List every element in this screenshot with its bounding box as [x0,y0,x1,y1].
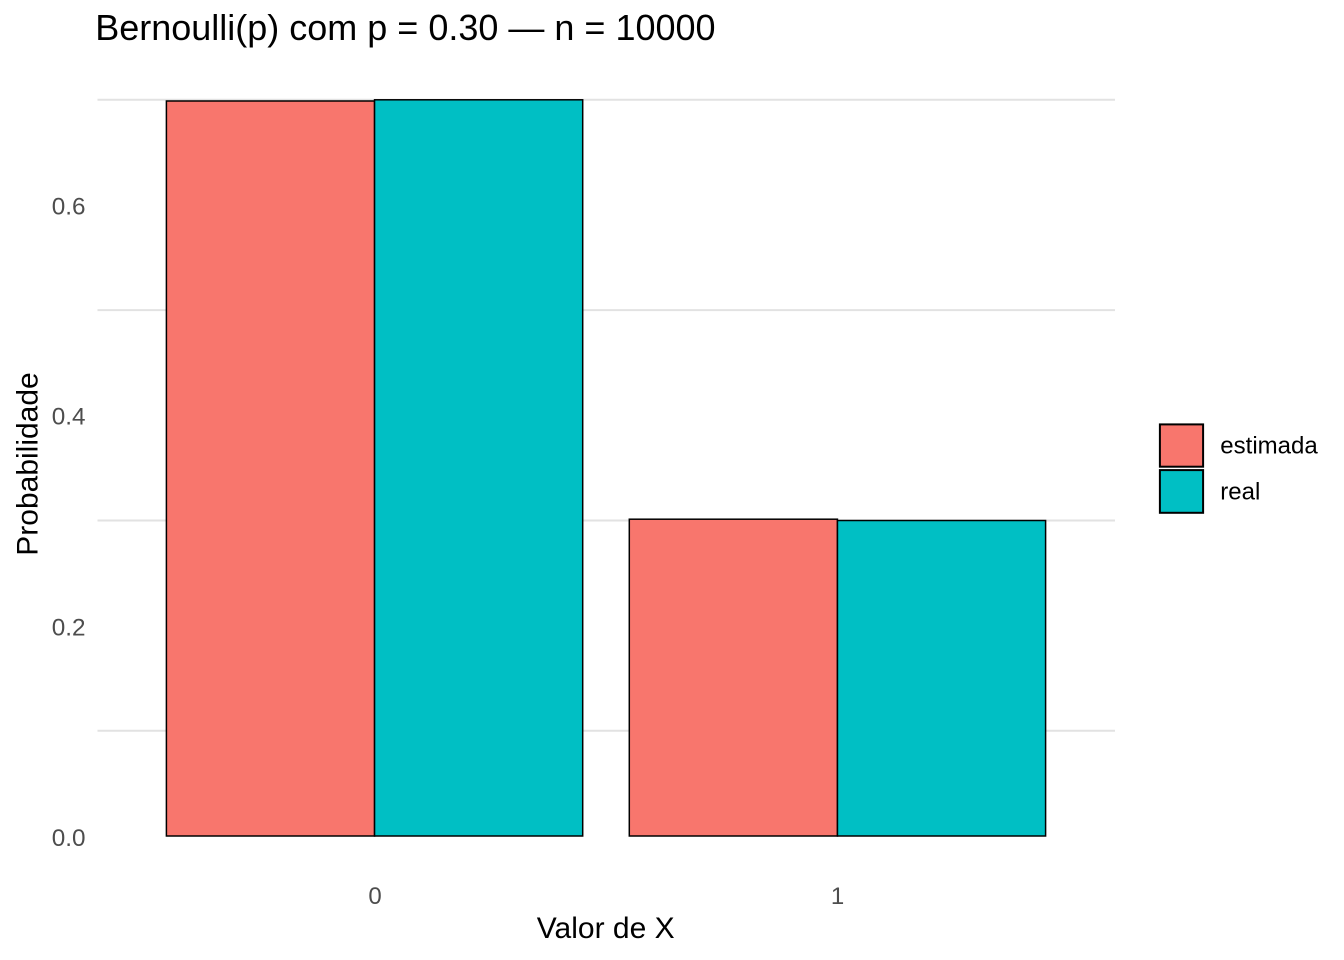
svg-text:0.2: 0.2 [52,614,86,641]
svg-text:estimada: estimada [1220,433,1318,460]
svg-text:Probabilidade: Probabilidade [12,372,45,555]
svg-text:Bernoulli(p) com p = 0.30 — n: Bernoulli(p) com p = 0.30 — n = 10000 [95,7,715,48]
svg-text:0.4: 0.4 [52,403,86,430]
svg-text:0: 0 [368,883,381,910]
svg-text:0.0: 0.0 [52,825,86,852]
svg-text:1: 1 [831,883,844,910]
svg-text:0.6: 0.6 [52,193,86,220]
svg-text:real: real [1220,478,1260,505]
svg-text:Valor de X: Valor de X [537,912,675,945]
